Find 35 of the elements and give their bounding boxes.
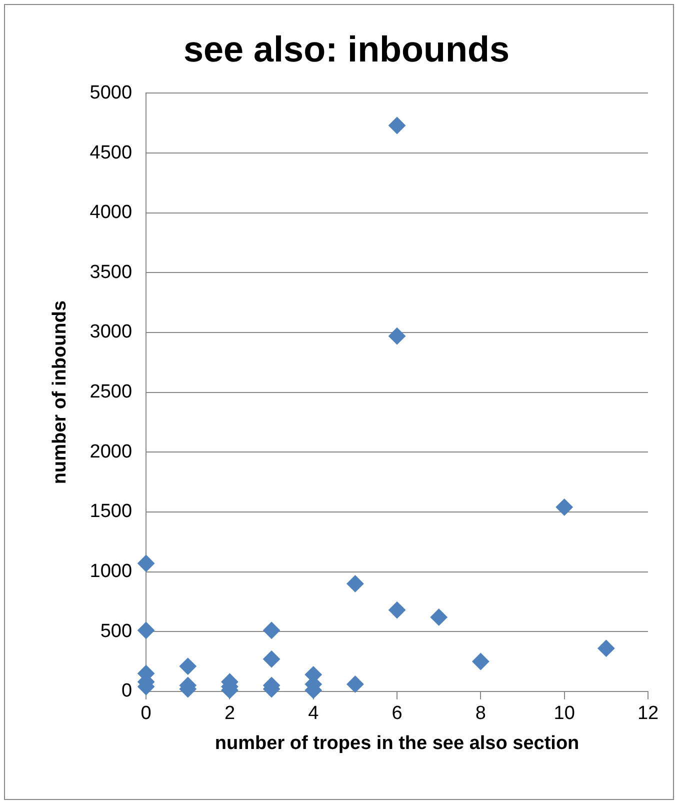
x-tick-label: 6 <box>392 703 402 724</box>
point <box>388 117 406 134</box>
y-tick-label: 1500 <box>90 501 132 522</box>
x-tick-label: 12 <box>637 703 659 724</box>
point <box>346 676 364 693</box>
y-tick-label: 0 <box>121 680 132 702</box>
x-tick-label: 4 <box>308 703 320 724</box>
x-tick-label: 8 <box>475 703 486 724</box>
y-tick-label: 2500 <box>90 382 132 403</box>
point <box>263 650 280 668</box>
point <box>472 652 490 670</box>
point <box>179 658 196 675</box>
y-tick-label: 5000 <box>90 82 132 104</box>
y-axis-title: number of inbounds <box>50 300 71 484</box>
point <box>430 608 448 626</box>
y-tick-label: 4000 <box>90 202 132 224</box>
y-tick-label: 1000 <box>90 560 132 582</box>
y-tick-label: 4500 <box>90 142 132 164</box>
y-tick-label: 2000 <box>90 441 132 462</box>
y-tick-label: 3000 <box>90 322 132 343</box>
x-tick-label: 2 <box>224 703 236 724</box>
point <box>556 498 573 516</box>
chart-title: see also: inbounds <box>183 28 510 70</box>
point <box>598 640 615 657</box>
point <box>138 622 155 639</box>
x-axis-title: number of tropes in the see also section <box>214 732 580 754</box>
point <box>346 575 364 592</box>
x-tick-label: 0 <box>140 703 152 724</box>
point <box>388 602 406 619</box>
y-tick-label: 500 <box>100 620 132 642</box>
point <box>263 622 280 639</box>
point <box>138 554 155 572</box>
point <box>388 328 406 345</box>
y-tick-label: 3500 <box>90 262 132 283</box>
x-tick-label: 10 <box>554 703 575 724</box>
